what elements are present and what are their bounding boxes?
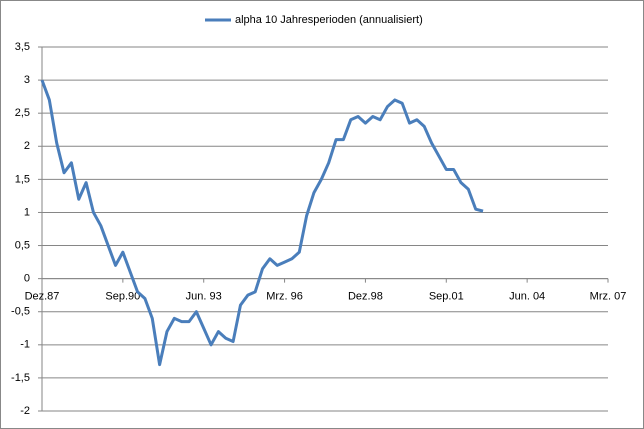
x-tick-label: Sep.01 bbox=[429, 291, 464, 303]
y-tick-label: -0,5 bbox=[11, 306, 30, 318]
y-tick-label: 2 bbox=[24, 140, 30, 152]
x-tick-label: Mrz. 07 bbox=[590, 291, 627, 303]
y-tick-label: 1 bbox=[24, 206, 30, 218]
x-tick-label: Mrz. 96 bbox=[266, 291, 303, 303]
y-tick-label: -1,5 bbox=[11, 372, 30, 384]
x-tick-label: Dez.98 bbox=[348, 291, 383, 303]
y-tick-label: -2 bbox=[20, 405, 30, 417]
y-tick-label: 1,5 bbox=[15, 173, 30, 185]
x-tick-label: Sep.90 bbox=[105, 291, 140, 303]
y-tick-label: 2,5 bbox=[15, 107, 30, 119]
x-tick-label: Dez.87 bbox=[25, 291, 60, 303]
x-tick-label: Jun. 93 bbox=[186, 291, 222, 303]
series-line bbox=[40, 79, 484, 367]
y-tick-label: 3,5 bbox=[15, 41, 30, 53]
y-tick-label: 0 bbox=[24, 273, 30, 285]
y-tick-label: 3 bbox=[24, 74, 30, 86]
x-tick-label: Jun. 04 bbox=[509, 291, 545, 303]
legend-label: alpha 10 Jahresperioden (annualisiert) bbox=[235, 14, 423, 26]
y-tick-label: 0,5 bbox=[15, 239, 30, 251]
y-tick-label: -1 bbox=[20, 339, 30, 351]
